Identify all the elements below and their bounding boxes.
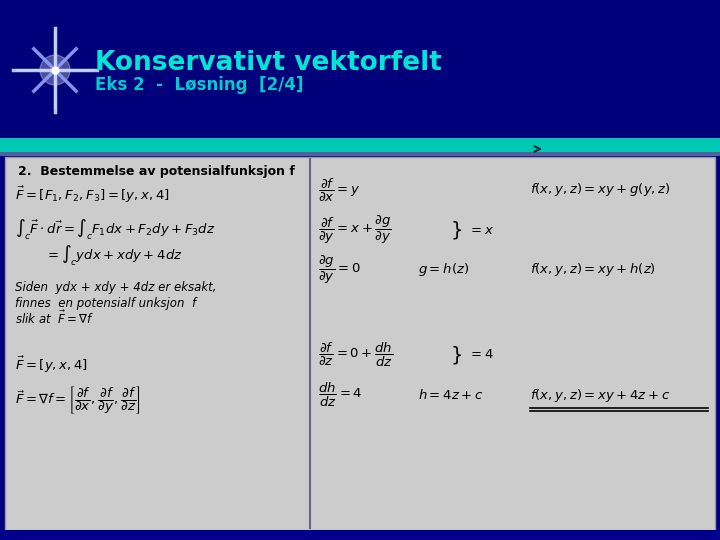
Text: $g=h(z)$: $g=h(z)$ [418,261,469,279]
Text: slik at  $\vec{F}=\nabla f$: slik at $\vec{F}=\nabla f$ [15,309,94,327]
Text: $= \int_c ydx + xdy + 4dz$: $= \int_c ydx + xdy + 4dz$ [45,244,183,268]
Text: $= 4$: $= 4$ [468,348,494,361]
Text: $= x$: $= x$ [468,224,494,237]
Text: $\}$: $\}$ [450,219,462,241]
Text: $\dfrac{\partial f}{\partial y}=x+\dfrac{\partial g}{\partial y}$: $\dfrac{\partial f}{\partial y}=x+\dfrac… [318,214,392,246]
Text: Siden  ydx + xdy + 4dz er eksakt,: Siden ydx + xdy + 4dz er eksakt, [15,281,217,294]
Text: $\int_c \vec{F}\cdot d\vec{r} = \int_c F_1dx + F_2dy + F_3dz$: $\int_c \vec{F}\cdot d\vec{r} = \int_c F… [15,218,215,242]
Text: 2.  Bestemmelse av potensialfunksjon f: 2. Bestemmelse av potensialfunksjon f [18,165,295,179]
Text: $f(x,y,z)=xy+4z+c$: $f(x,y,z)=xy+4z+c$ [530,387,670,403]
Text: $\vec{F}=[y,x,4]$: $\vec{F}=[y,x,4]$ [15,355,88,375]
Text: $\dfrac{\partial f}{\partial x}=y$: $\dfrac{\partial f}{\partial x}=y$ [318,177,361,204]
FancyBboxPatch shape [0,530,720,540]
Text: $\vec{F}=[F_1,F_2,F_3]=[y,x,4]$: $\vec{F}=[F_1,F_2,F_3]=[y,x,4]$ [15,185,170,205]
FancyBboxPatch shape [0,138,720,152]
Text: $f(x,y,z)=xy+h(z)$: $f(x,y,z)=xy+h(z)$ [530,261,656,279]
FancyBboxPatch shape [5,157,715,530]
Text: finnes  en potensialf unksjon  f: finnes en potensialf unksjon f [15,296,196,309]
Text: $h=4z+c$: $h=4z+c$ [418,388,483,402]
Text: $\dfrac{dh}{dz}=4$: $\dfrac{dh}{dz}=4$ [318,381,362,409]
Text: Konservativt vektorfelt: Konservativt vektorfelt [95,50,442,76]
Text: $\vec{F}=\nabla f=\left[\dfrac{\partial f}{\partial x},\dfrac{\partial f}{\parti: $\vec{F}=\nabla f=\left[\dfrac{\partial … [15,384,141,416]
Text: Eks 2  -  Løsning  [2/4]: Eks 2 - Løsning [2/4] [95,76,304,94]
Text: $\dfrac{\partial f}{\partial z}=0+\dfrac{dh}{dz}$: $\dfrac{\partial f}{\partial z}=0+\dfrac… [318,341,393,369]
Text: $f(x,y,z)=xy+g(y,z)$: $f(x,y,z)=xy+g(y,z)$ [530,181,670,199]
Text: $\dfrac{\partial g}{\partial y}=0$: $\dfrac{\partial g}{\partial y}=0$ [318,254,361,286]
FancyBboxPatch shape [0,152,720,156]
Circle shape [40,55,70,85]
FancyBboxPatch shape [0,0,720,140]
Text: $\}$: $\}$ [450,344,462,366]
